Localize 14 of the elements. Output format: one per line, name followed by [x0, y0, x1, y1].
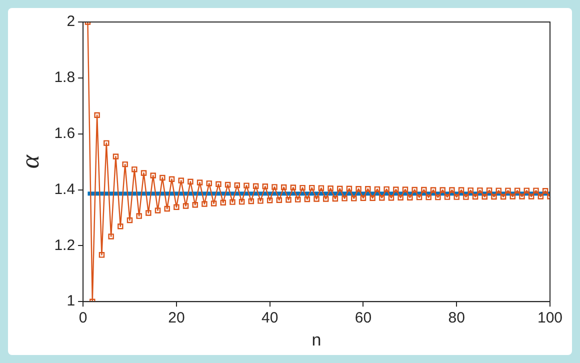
y-tick-label: 1.2: [54, 236, 76, 254]
x-axis-title: n: [312, 330, 322, 350]
y-tick-label: 1.6: [54, 124, 76, 142]
x-tick-label: 80: [448, 310, 465, 327]
x-tick-label: 40: [261, 310, 278, 327]
y-tick-label: 2: [66, 13, 76, 30]
x-tick-label: 100: [537, 310, 563, 327]
y-tick-label: 1.8: [54, 69, 76, 86]
y-tick-label: 1: [66, 292, 76, 310]
y-axis-title: α: [15, 154, 44, 169]
x-tick-label: 20: [168, 310, 185, 327]
y-tick-label: 1.4: [54, 180, 76, 198]
x-tick-label: 60: [354, 310, 372, 327]
x-tick-label: 0: [78, 310, 88, 327]
